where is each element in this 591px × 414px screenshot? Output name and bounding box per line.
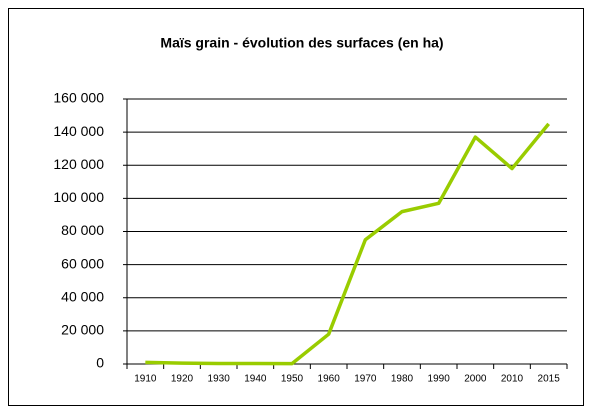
y-tick-label: 0: [96, 355, 104, 371]
x-tick-label: 1940: [244, 374, 267, 385]
x-tick-label: 1990: [428, 374, 451, 385]
y-tick-label: 60 000: [61, 255, 104, 271]
x-tick-label: 1980: [391, 374, 414, 385]
chart-frame: [8, 8, 584, 406]
x-tick-label: 2000: [464, 374, 487, 385]
x-tick-label: 1970: [354, 374, 377, 385]
x-tick-label: 1960: [318, 374, 341, 385]
y-tick-label: 120 000: [53, 156, 104, 172]
chart-title: Maïs grain - évolution des surfaces (en …: [160, 35, 443, 51]
x-tick-label: 1920: [171, 374, 194, 385]
y-tick-label: 20 000: [61, 322, 104, 338]
y-tick-label: 140 000: [53, 123, 104, 139]
data-line: [145, 122, 551, 366]
x-tick-label: 1930: [208, 374, 231, 385]
y-tick-label: 160 000: [53, 90, 104, 106]
y-tick-label: 100 000: [53, 189, 104, 205]
x-tick-label: 1950: [281, 374, 304, 385]
x-tick-label: 1910: [134, 374, 157, 385]
y-tick-label: 40 000: [61, 288, 104, 304]
y-tick-label: 80 000: [61, 222, 104, 238]
x-tick-label: 2015: [538, 374, 561, 385]
x-tick-label: 2010: [501, 374, 524, 385]
